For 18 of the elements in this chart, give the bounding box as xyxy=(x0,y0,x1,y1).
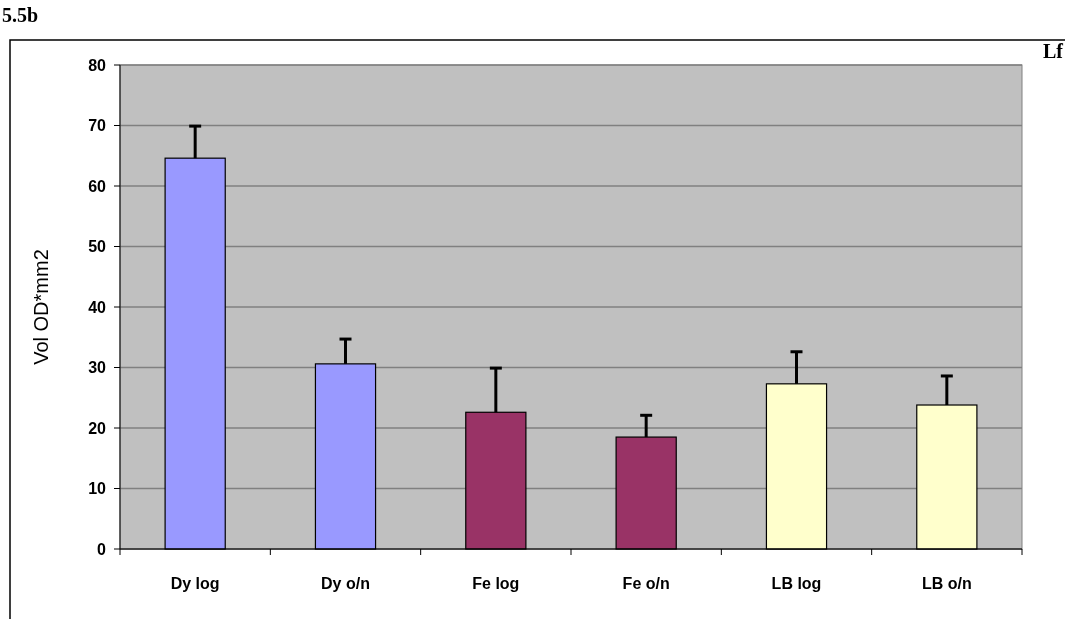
y-tick-label: 0 xyxy=(97,540,107,558)
x-tick-label: LB o/n xyxy=(921,575,972,592)
x-tick-label: Fe log xyxy=(472,575,520,592)
y-tick-label: 80 xyxy=(88,56,107,74)
text: Lf xyxy=(1043,40,1064,62)
y-tick-label: 70 xyxy=(88,117,107,135)
x-tick-label: Dy o/n xyxy=(321,575,370,592)
y-tick-label: 10 xyxy=(88,480,107,498)
y-tick-label: 20 xyxy=(88,419,107,437)
text: 5.5b xyxy=(2,4,39,26)
x-tick-label: Dy log xyxy=(170,575,220,592)
x-tick-label: Fe o/n xyxy=(622,575,670,592)
y-tick-label: 60 xyxy=(88,177,107,195)
y-tick-label: 30 xyxy=(88,359,107,377)
x-tick-label: LB log xyxy=(771,575,822,592)
y-tick-label: 40 xyxy=(88,298,107,316)
y-tick-label: 50 xyxy=(88,238,107,256)
y-axis-title: Vol OD*mm2 xyxy=(30,249,52,365)
